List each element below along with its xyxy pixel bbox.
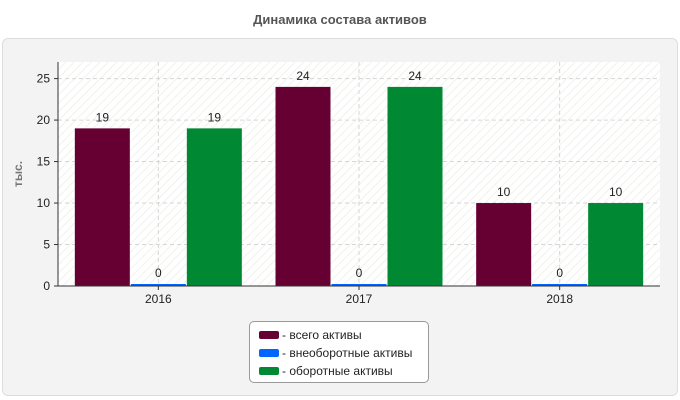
y-tick-label: 5 (43, 238, 50, 252)
y-tick-label: 25 (37, 72, 51, 86)
data-label: 24 (408, 69, 422, 83)
y-tick-label: 15 (37, 155, 51, 169)
legend-item-noncurrent: - внеоборотные активы (259, 344, 428, 362)
y-axis-label: тыс. (11, 161, 25, 187)
legend-label: - внеоборотные активы (282, 346, 413, 360)
bar (588, 203, 644, 286)
bar (331, 284, 387, 286)
data-label: 10 (609, 185, 623, 199)
data-label: 24 (296, 69, 310, 83)
legend-swatch (259, 331, 279, 339)
legend-item-current: - оборотные активы (259, 362, 428, 380)
bars: 19 0 19 24 0 24 10 0 10 (74, 69, 644, 286)
data-label: 10 (497, 185, 511, 199)
data-label: 19 (96, 110, 110, 124)
chart-title: Динамика состава активов (253, 12, 427, 27)
y-tick-label: 10 (37, 196, 51, 210)
bar (74, 128, 130, 286)
axes: 0 5 10 15 20 25 2016 2017 2018 (37, 62, 660, 306)
bar (532, 284, 588, 286)
y-tick-label: 0 (43, 279, 50, 293)
legend-swatch (259, 367, 279, 375)
data-label: 0 (356, 266, 363, 280)
legend: - всего активы - внеоборотные активы - о… (249, 321, 429, 383)
x-tick-label: 2018 (546, 292, 573, 306)
bar (275, 86, 331, 286)
legend-label: - всего активы (282, 328, 362, 342)
x-tick-label: 2017 (346, 292, 373, 306)
bar (476, 203, 532, 286)
data-label: 0 (155, 266, 162, 280)
x-tick-label: 2016 (145, 292, 172, 306)
data-label: 0 (556, 266, 563, 280)
legend-swatch (259, 349, 279, 357)
bar (130, 284, 186, 286)
y-tick-label: 20 (37, 113, 51, 127)
legend-label: - оборотные активы (282, 364, 393, 378)
bar (387, 86, 443, 286)
legend-item-total: - всего активы (259, 326, 428, 344)
bar (186, 128, 242, 286)
grid-lines (58, 62, 660, 286)
data-label: 19 (208, 110, 222, 124)
